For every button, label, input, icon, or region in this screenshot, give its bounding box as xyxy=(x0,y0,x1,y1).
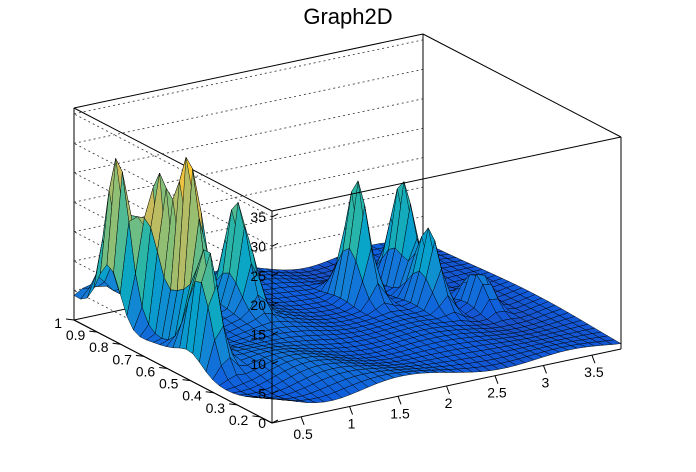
y-tick xyxy=(205,391,214,394)
x-tick xyxy=(494,375,499,384)
y-tick xyxy=(159,366,168,369)
x-tick-label: 3 xyxy=(542,374,550,390)
y-tick xyxy=(135,354,144,357)
surface-mesh xyxy=(73,156,622,403)
z-tick xyxy=(271,242,279,247)
z-tick xyxy=(271,360,279,365)
x-tick xyxy=(300,416,305,426)
z-tick-label: 0 xyxy=(258,415,266,431)
x-tick-label: 0.5 xyxy=(293,426,313,442)
chart-title: Graph2D xyxy=(303,4,392,29)
y-tick-label: 0.3 xyxy=(206,400,226,416)
frame-edge xyxy=(271,136,622,212)
z-tick xyxy=(271,213,279,218)
x-tick xyxy=(446,385,450,395)
x-tick xyxy=(542,365,547,374)
x-tick-label: 2 xyxy=(445,395,453,411)
z-tick-label: 5 xyxy=(258,386,266,402)
y-tick-label: 0.2 xyxy=(229,412,249,428)
frame-edge xyxy=(422,33,622,138)
z-tick-label: 35 xyxy=(250,209,266,225)
z-tick-label: 30 xyxy=(250,238,266,254)
z-tick-label: 20 xyxy=(250,297,266,313)
surface-cell xyxy=(604,339,622,345)
z-gridline xyxy=(73,68,424,144)
z-tick xyxy=(271,331,279,336)
y-tick-label: 1 xyxy=(54,315,62,331)
z-tick xyxy=(271,272,279,277)
x-tick-label: 1.5 xyxy=(390,405,410,421)
y-tick xyxy=(252,415,261,418)
z-tick-label: 15 xyxy=(250,327,266,343)
y-tick-label: 0.8 xyxy=(89,339,109,355)
chart-frame-front xyxy=(271,33,622,349)
y-tick xyxy=(89,330,98,333)
y-tick-label: 0.5 xyxy=(159,376,179,392)
y-tick xyxy=(182,379,191,382)
x-tick xyxy=(349,406,354,415)
z-tick xyxy=(271,301,279,306)
z-gridline xyxy=(73,39,424,115)
z-tick-label: 10 xyxy=(250,356,266,372)
z-gridline xyxy=(73,113,273,218)
z-tick-label: 25 xyxy=(250,268,266,284)
x-tick-label: 3.5 xyxy=(584,364,604,380)
frame-edge xyxy=(73,107,273,212)
y-tick-label: 0.7 xyxy=(112,351,132,367)
x-tick-label: 1 xyxy=(348,416,356,432)
z-tick xyxy=(271,390,279,395)
y-tick-label: 0.4 xyxy=(182,388,202,404)
frame-edge xyxy=(73,33,424,109)
z-gridline xyxy=(73,142,273,247)
y-tick xyxy=(112,342,121,345)
x-tick xyxy=(591,354,596,364)
y-tick xyxy=(65,318,75,321)
y-tick-label: 0.6 xyxy=(136,363,156,379)
y-tick-label: 0.9 xyxy=(66,327,86,343)
axes-labels: 051015202530350.20.30.40.50.60.70.80.910… xyxy=(54,209,622,442)
x-tick xyxy=(397,396,402,405)
y-tick xyxy=(228,403,238,406)
x-tick-label: 2.5 xyxy=(487,385,507,401)
y-axis-line xyxy=(73,319,273,424)
